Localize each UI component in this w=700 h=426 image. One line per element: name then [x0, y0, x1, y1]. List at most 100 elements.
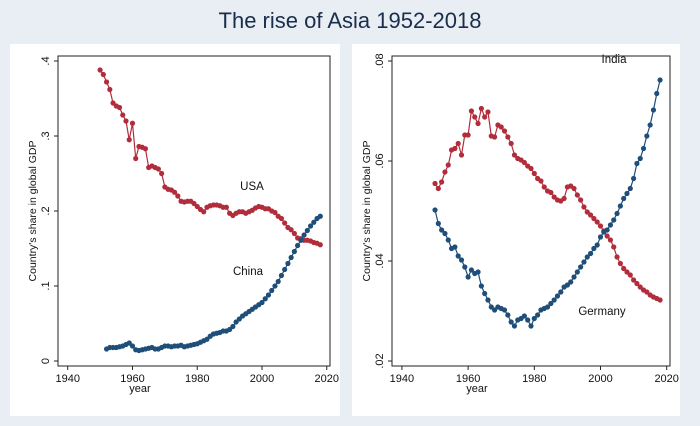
right-x-tick-label: 2000: [588, 373, 612, 385]
right-india-point: [511, 323, 518, 329]
right-india-point: [535, 312, 541, 318]
left-china-point: [307, 223, 314, 229]
left-china-point: [269, 287, 275, 294]
left-china-point: [265, 292, 272, 298]
right-germany-point: [578, 197, 584, 203]
left-china-point: [275, 278, 281, 285]
right-india-point: [644, 133, 650, 139]
right-india-point: [491, 307, 498, 313]
right-germany-point: [528, 165, 534, 172]
left-usa-point: [155, 166, 161, 172]
right-germany-label: Germany: [578, 306, 626, 318]
left-china-point: [278, 272, 285, 279]
right-india-point: [637, 155, 643, 162]
left-usa-point: [282, 220, 288, 226]
right-plot-frame: [391, 55, 671, 367]
left-usa-point: [272, 209, 278, 216]
right-india-point: [558, 289, 564, 295]
right-germany-point: [508, 140, 514, 147]
right-india-point: [630, 175, 637, 182]
right-germany-point: [435, 185, 441, 192]
right-india-point: [578, 264, 584, 270]
right-india-point: [650, 107, 657, 113]
left-y-tick-label: .1: [40, 281, 52, 290]
right-germany-point: [624, 269, 630, 275]
right-india-point: [501, 307, 508, 313]
right-germany-point: [538, 178, 544, 184]
left-usa-point: [120, 112, 126, 118]
left-usa-point: [116, 104, 123, 111]
left-usa-point: [171, 189, 178, 195]
right-germany-point: [442, 169, 448, 175]
left-china-point: [285, 260, 291, 267]
right-y-tick-label: .06: [374, 153, 386, 168]
right-x-tick-label: 1980: [522, 373, 546, 385]
left-y-tick-label: 0: [40, 358, 52, 364]
right-germany-point: [521, 159, 527, 166]
left-usa-point: [97, 67, 103, 73]
right-india-point: [452, 244, 458, 250]
left-plot-frame: [57, 55, 331, 367]
right-chart-svg: .02 .04 .06 .08 1940 1960 1980 2000 2020 year Coun…: [361, 53, 679, 395]
right-germany-point: [465, 132, 471, 138]
left-x-tick-label: 1960: [120, 373, 144, 385]
right-y-tick-label: .02: [374, 353, 386, 368]
left-usa-label: USA: [240, 181, 264, 193]
right-india-point: [462, 264, 468, 270]
right-germany-point: [501, 128, 508, 134]
right-india-point: [617, 203, 623, 209]
right-germany-point: [634, 280, 640, 287]
left-series-usa: [97, 67, 323, 248]
right-germany-point: [511, 152, 518, 158]
right-india-point: [581, 259, 587, 265]
left-usa-point: [175, 193, 181, 199]
right-india-point: [597, 234, 604, 240]
right-germany-point: [571, 185, 577, 192]
right-germany-point: [657, 297, 663, 303]
right-india-point: [525, 317, 531, 323]
right-india-point: [445, 237, 451, 243]
right-series-india: [432, 77, 663, 329]
right-germany-point: [548, 189, 554, 196]
right-germany-point: [594, 219, 600, 225]
right-germany-point: [541, 184, 547, 190]
right-germany-point: [561, 195, 567, 202]
left-china-point: [291, 248, 297, 255]
left-usa-point: [288, 227, 294, 233]
right-x-tick-label: 1940: [390, 373, 414, 385]
right-india-point: [531, 315, 537, 322]
right-germany-point: [439, 179, 445, 185]
right-india-point: [528, 323, 534, 329]
left-x-axis-label: year: [129, 383, 151, 395]
left-usa-point: [223, 204, 229, 210]
right-india-point: [594, 242, 600, 248]
right-india-point: [647, 122, 653, 128]
right-germany-point: [607, 237, 614, 243]
right-germany-point: [458, 152, 465, 158]
right-india-point: [634, 160, 640, 167]
right-india-label: India: [602, 54, 628, 66]
right-y-axis-label: Country's share in global GDP: [361, 141, 373, 282]
right-india-point: [482, 290, 488, 297]
left-usa-point: [142, 146, 149, 152]
right-india-point: [564, 282, 571, 288]
left-x-tick-label: 2020: [315, 373, 339, 385]
right-x-tick-label: 2020: [654, 373, 678, 385]
right-india-point: [584, 254, 590, 260]
right-india-point: [478, 283, 484, 289]
right-india-point: [442, 230, 448, 237]
left-china-point: [304, 227, 310, 234]
left-usa-point: [291, 230, 297, 237]
right-germany-point: [597, 223, 604, 229]
right-germany-point: [452, 145, 458, 152]
right-germany-point: [491, 134, 498, 140]
right-india-point: [624, 190, 630, 197]
left-usa-point: [133, 155, 139, 162]
right-germany-point: [621, 265, 627, 272]
right-germany-point: [574, 192, 580, 198]
right-india-point: [505, 312, 511, 318]
right-india-point: [544, 304, 551, 310]
right-germany-point: [584, 209, 590, 215]
left-y-axis-label: Country's share in global GDP: [27, 141, 39, 282]
left-usa-point: [278, 215, 285, 222]
